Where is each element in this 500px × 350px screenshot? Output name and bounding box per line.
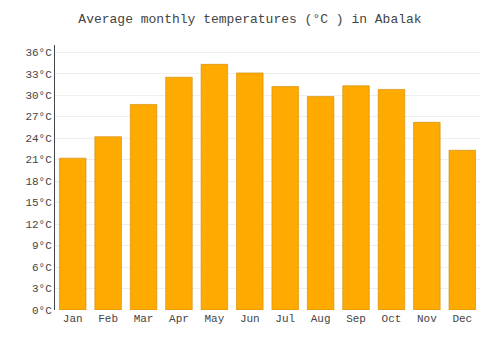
svg-text:21°C: 21°C [25, 154, 52, 166]
svg-text:Average monthly temperatures (: Average monthly temperatures (°C ) in Ab… [78, 12, 421, 27]
svg-text:9°C: 9°C [32, 240, 52, 252]
svg-text:3°C: 3°C [32, 283, 52, 295]
svg-text:15°C: 15°C [25, 197, 52, 209]
svg-text:30°C: 30°C [25, 90, 52, 102]
svg-text:0°C: 0°C [32, 305, 52, 317]
svg-text:24°C: 24°C [25, 133, 52, 145]
svg-text:Oct: Oct [382, 313, 402, 325]
svg-text:Nov: Nov [417, 313, 437, 325]
svg-text:Jan: Jan [63, 313, 83, 325]
svg-text:Sep: Sep [346, 313, 366, 325]
svg-text:12°C: 12°C [25, 219, 52, 231]
svg-text:Dec: Dec [452, 313, 472, 325]
svg-text:18°C: 18°C [25, 176, 52, 188]
svg-text:Apr: Apr [169, 313, 189, 325]
svg-text:27°C: 27°C [25, 111, 52, 123]
svg-text:May: May [204, 313, 224, 325]
svg-text:33°C: 33°C [25, 69, 52, 81]
svg-text:Feb: Feb [98, 313, 118, 325]
svg-text:6°C: 6°C [32, 262, 52, 274]
svg-text:Jul: Jul [275, 313, 295, 325]
svg-text:36°C: 36°C [25, 47, 52, 59]
svg-text:Aug: Aug [311, 313, 331, 325]
svg-text:Jun: Jun [240, 313, 260, 325]
svg-text:Mar: Mar [134, 313, 154, 325]
